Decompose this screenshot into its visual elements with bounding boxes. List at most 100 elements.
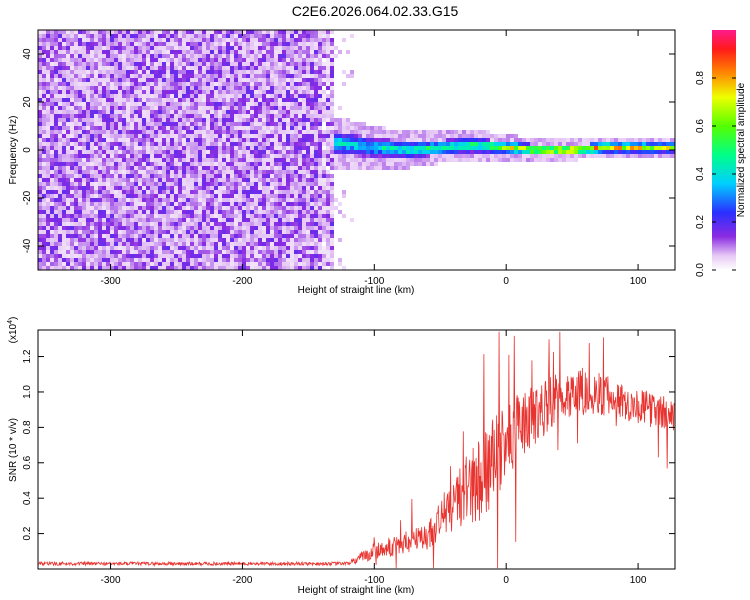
heatmap-cell (182, 110, 186, 114)
heatmap-cell (122, 258, 126, 262)
heatmap-cell (126, 158, 130, 162)
heatmap-cell (214, 82, 218, 86)
heatmap-cell (178, 170, 182, 174)
heatmap-cell (114, 226, 118, 230)
heatmap-cell (106, 82, 110, 86)
heatmap-cell (550, 138, 554, 142)
heatmap-cell (302, 126, 306, 130)
heatmap-cell (174, 50, 178, 54)
heatmap-cell (58, 174, 62, 178)
heatmap-cell (398, 138, 402, 142)
heatmap-cell (182, 78, 186, 82)
heatmap-cell (570, 146, 574, 150)
heatmap-cell (146, 258, 150, 262)
heatmap-cell (50, 250, 54, 254)
heatmap-cell (222, 250, 226, 254)
heatmap-cell (322, 66, 326, 70)
heatmap-cell (174, 82, 178, 86)
heatmap-cell (326, 86, 330, 90)
heatmap-cell (142, 266, 146, 270)
heatmap-cell (38, 254, 42, 258)
heatmap-cell (342, 146, 346, 150)
heatmap-cell (202, 70, 206, 74)
heatmap-cell (358, 138, 362, 142)
heatmap-cell (134, 138, 138, 142)
heatmap-cell (246, 158, 250, 162)
heatmap-cell (270, 182, 274, 186)
heatmap-cell (142, 126, 146, 130)
heatmap-cell (58, 74, 62, 78)
heatmap-cell (114, 182, 118, 186)
heatmap-cell (282, 206, 286, 210)
heatmap-cell (154, 122, 158, 126)
heatmap-cell (330, 130, 334, 134)
heatmap-cell (74, 214, 78, 218)
heatmap-cell (502, 150, 506, 154)
heatmap-cell (90, 158, 94, 162)
heatmap-cell (310, 102, 314, 106)
heatmap-cell (138, 222, 142, 226)
heatmap-cell (254, 162, 258, 166)
heatmap-cell (566, 138, 570, 142)
heatmap-cell (318, 74, 322, 78)
heatmap-cell (438, 158, 442, 162)
heatmap-cell (518, 142, 522, 146)
heatmap-cell (290, 50, 294, 54)
heatmap-cell (342, 138, 346, 142)
heatmap-cell (50, 94, 54, 98)
heatmap-cell (90, 66, 94, 70)
heatmap-cell (474, 146, 478, 150)
heatmap-cell (162, 218, 166, 222)
heatmap-cell (322, 38, 326, 42)
heatmap-cell (246, 246, 250, 250)
heatmap-cell (130, 230, 134, 234)
heatmap-cell (66, 230, 70, 234)
heatmap-cell (138, 214, 142, 218)
heatmap-cell (322, 158, 326, 162)
heatmap-cell (254, 42, 258, 46)
heatmap-cell (386, 150, 390, 154)
heatmap-cell (242, 222, 246, 226)
heatmap-cell (82, 214, 86, 218)
heatmap-cell (262, 206, 266, 210)
heatmap-cell (94, 190, 98, 194)
heatmap-cell (418, 138, 422, 142)
heatmap-cell (198, 42, 202, 46)
heatmap-cell (130, 122, 134, 126)
heatmap-cell (62, 170, 66, 174)
heatmap-cell (186, 246, 190, 250)
heatmap-cell (214, 178, 218, 182)
heatmap-cell (350, 154, 354, 158)
heatmap-cell (510, 134, 514, 138)
heatmap-cell (110, 198, 114, 202)
heatmap-cell (86, 138, 90, 142)
heatmap-cell (294, 34, 298, 38)
heatmap-cell (178, 190, 182, 194)
heatmap-cell (466, 142, 470, 146)
heatmap-cell (178, 38, 182, 42)
heatmap-cell (362, 130, 366, 134)
heatmap-cell (314, 94, 318, 98)
heatmap-cell (482, 130, 486, 134)
heatmap-cell (274, 186, 278, 190)
heatmap-cell (322, 138, 326, 142)
heatmap-cell (174, 206, 178, 210)
heatmap-cell (178, 234, 182, 238)
heatmap-cell (206, 202, 210, 206)
heatmap-cell (262, 162, 266, 166)
heatmap-cell (126, 194, 130, 198)
heatmap-cell (130, 254, 134, 258)
heatmap-cell (222, 182, 226, 186)
heatmap-cell (182, 242, 186, 246)
heatmap-cell (202, 54, 206, 58)
heatmap-cell (250, 34, 254, 38)
heatmap-cell (306, 146, 310, 150)
heatmap-cell (302, 250, 306, 254)
heatmap-cell (98, 218, 102, 222)
heatmap-cell (326, 110, 330, 114)
heatmap-cell (78, 242, 82, 246)
heatmap-cell (102, 58, 106, 62)
heatmap-cell (70, 106, 74, 110)
heatmap-cell (278, 78, 282, 82)
heatmap-cell (54, 258, 58, 262)
